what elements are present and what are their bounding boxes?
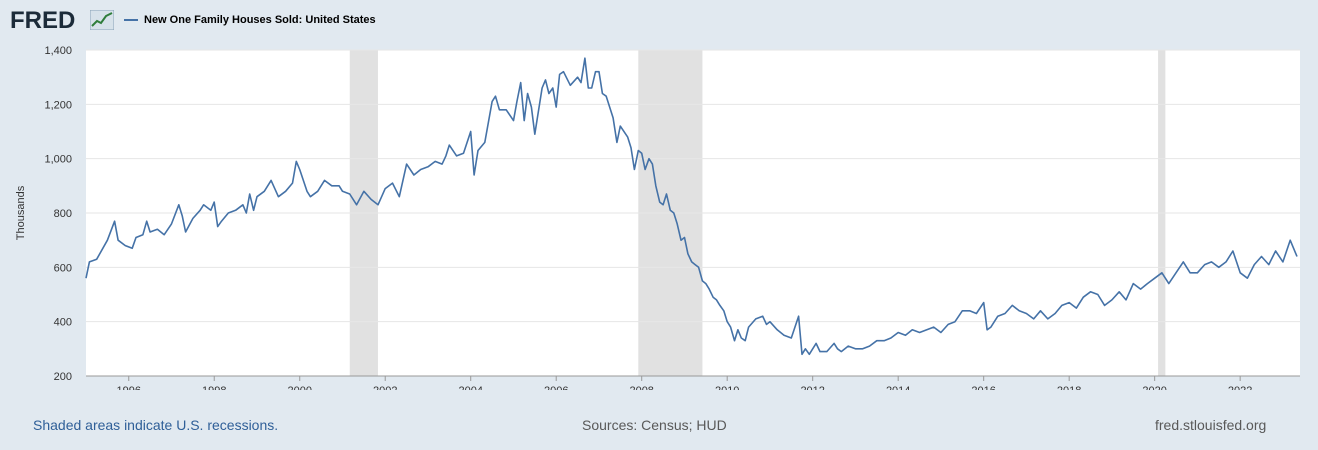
recessions-note: Shaded areas indicate U.S. recessions. (33, 417, 279, 433)
y-tick-label-3: 800 (54, 208, 72, 220)
x-tick-label-12: 2020 (1142, 385, 1166, 390)
y-tick-label-2: 600 (54, 262, 72, 274)
x-tick-label-2: 2000 (287, 385, 311, 390)
sources-note: Sources: Census; HUD (582, 417, 727, 433)
legend: New One Family Houses Sold: United State… (124, 12, 376, 28)
y-tick-label-6: 1,400 (44, 45, 72, 57)
y-axis-label: Thousands (15, 185, 27, 240)
x-tick-label-3: 2002 (373, 385, 397, 390)
x-tick-label-7: 2010 (715, 385, 739, 390)
fred-graph-icon (90, 10, 114, 30)
y-tick-label-4: 1,000 (44, 154, 72, 166)
x-tick-label-8: 2012 (800, 385, 824, 390)
y-tick-label-0: 200 (54, 371, 72, 383)
chart-header: FRED New One Family Houses Sold: United … (0, 0, 1318, 40)
y-tick-label-1: 400 (54, 317, 72, 329)
legend-series-name: New One Family Houses Sold: United State… (144, 14, 376, 26)
x-tick-label-10: 2016 (971, 385, 995, 390)
site-link[interactable]: fred.stlouisfed.org (1155, 417, 1267, 433)
fred-logo[interactable]: FRED (10, 7, 76, 34)
line-chart: 200 400 600 800 1,000 1,200 1,400 1996 1998 2000 2… (15, 45, 1300, 390)
x-tick-label-5: 2006 (544, 385, 568, 390)
x-tick-label-0: 1996 (117, 385, 141, 390)
x-tick-label-13: 2022 (1228, 385, 1252, 390)
series-line-0 (85, 57, 1298, 356)
x-tick-label-11: 2018 (1057, 385, 1081, 390)
x-tick-label-6: 2008 (629, 385, 653, 390)
legend-swatch (124, 19, 138, 21)
y-tick-label-5: 1,200 (44, 99, 72, 111)
x-tick-label-1: 1998 (202, 385, 226, 390)
x-tick-label-9: 2014 (886, 385, 910, 390)
